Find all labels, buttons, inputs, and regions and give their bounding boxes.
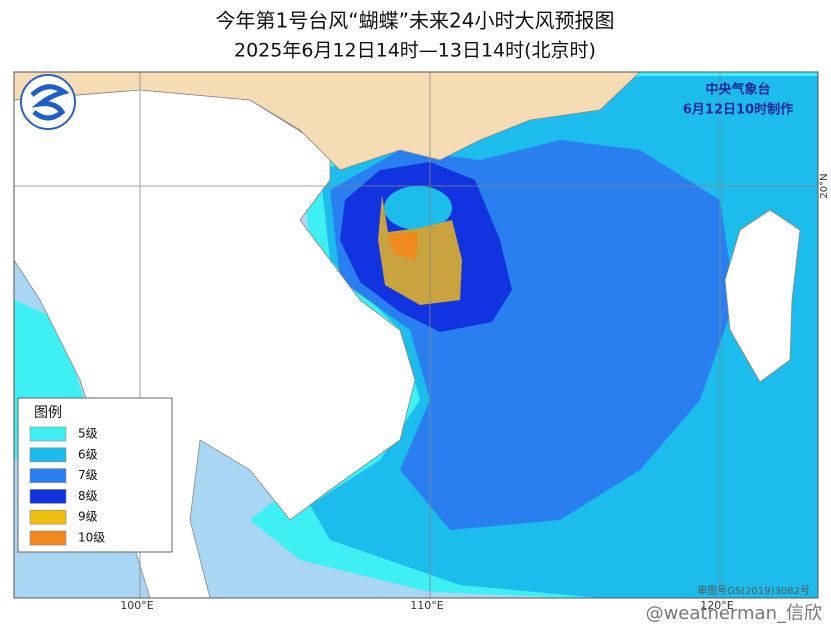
luzon-land [724, 209, 801, 383]
wind-area [388, 232, 418, 260]
longitude-label: 100°E [120, 599, 153, 612]
legend-swatch [29, 530, 67, 546]
legend-label: 7级 [78, 468, 98, 482]
legend-swatch [29, 426, 67, 442]
legend-label: 5级 [78, 427, 98, 441]
legend-label: 10级 [78, 531, 105, 545]
subtitle: 2025年6月12日14时—13日14时(北京时) [234, 40, 596, 62]
legend-label: 6级 [78, 447, 98, 461]
longitude-label: 120°E [700, 599, 733, 612]
legend-swatch [29, 447, 67, 463]
logo [20, 74, 76, 130]
legend-swatch [29, 468, 67, 483]
credit: 审图号GS(2019)3082号 [697, 584, 810, 597]
hainan-wind-area [378, 195, 462, 305]
title: 今年第1号台风“蝴蝶”未来24小时大风预报图 [216, 9, 615, 33]
longitude-label: 110°E [410, 599, 443, 612]
latitude-label: 20°N [819, 173, 830, 198]
legend-title: 图例 [34, 405, 62, 421]
legend-swatch [29, 489, 67, 504]
issuer-name: 中央气象台 [705, 82, 770, 98]
map-frame [13, 71, 819, 599]
legend-label: 8级 [78, 489, 98, 503]
map [13, 71, 819, 599]
issuer-time: 6月12日10时制作 [683, 102, 793, 118]
watermark: @weatherman_信欣 [646, 603, 822, 624]
wind-area [384, 186, 452, 230]
legend: 图例 5级 6级 7级 8级 9级 10级 [17, 397, 173, 553]
legend-swatch [29, 509, 67, 525]
legend-label: 9级 [78, 510, 98, 524]
